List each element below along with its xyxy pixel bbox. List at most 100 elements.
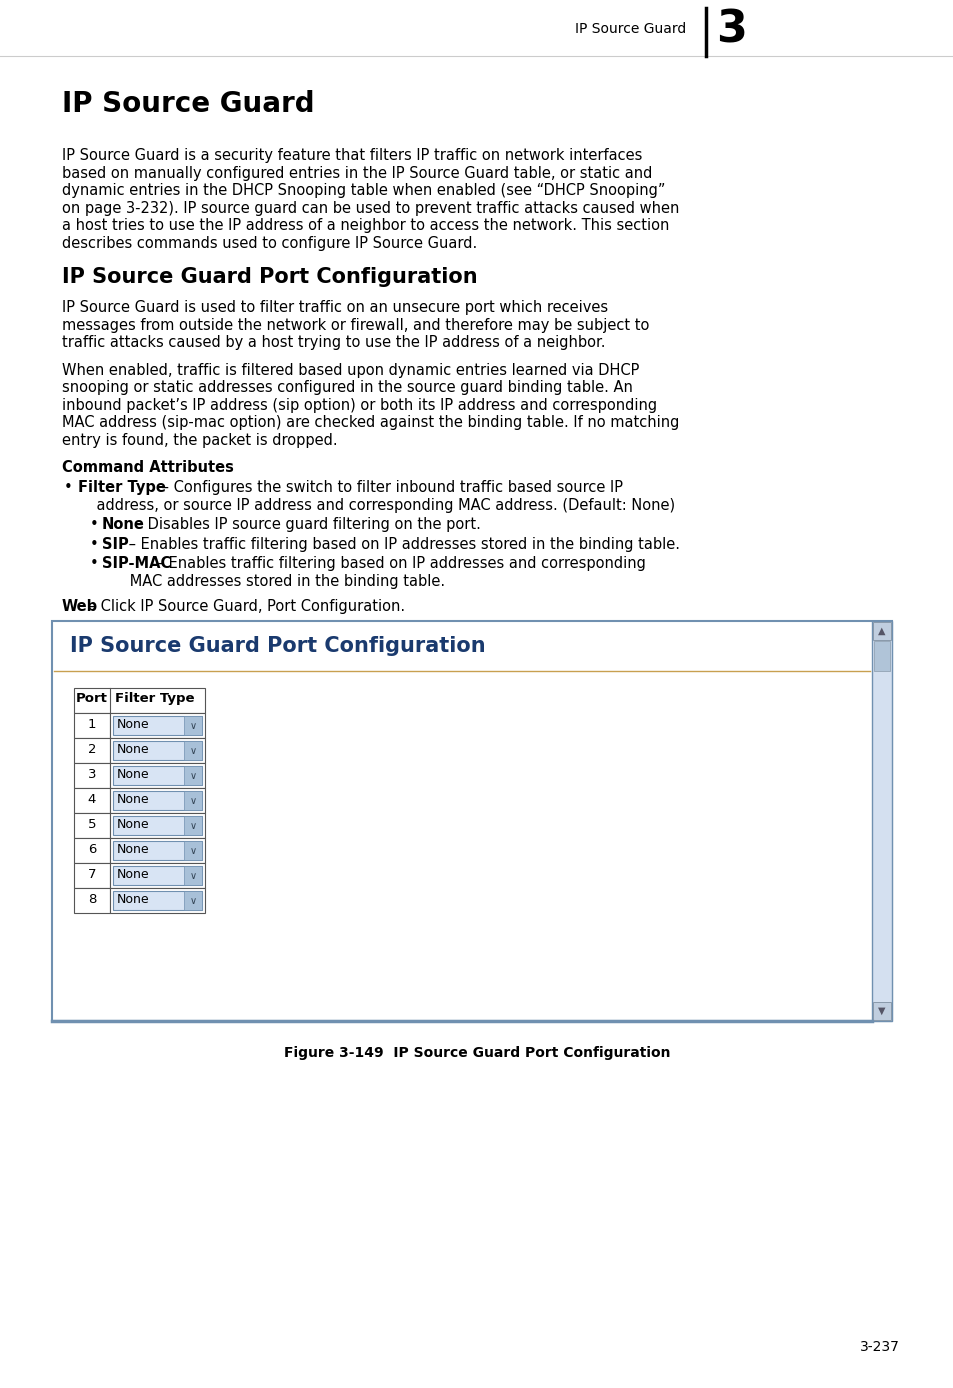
Text: None: None	[117, 768, 150, 781]
Text: ∨: ∨	[190, 720, 196, 730]
Bar	[112, 841, 202, 861]
Text: ∨: ∨	[190, 845, 196, 855]
Text: inbound packet’s IP address (sip option) or both its IP address and correspondin: inbound packet’s IP address (sip option)…	[62, 397, 657, 412]
Text: None: None	[117, 868, 150, 881]
Text: 2: 2	[88, 743, 96, 756]
Bar	[872, 1002, 890, 1020]
Text: When enabled, traffic is filtered based upon dynamic entries learned via DHCP: When enabled, traffic is filtered based …	[62, 362, 639, 378]
Text: •: •	[90, 537, 99, 551]
Text: describes commands used to configure IP Source Guard.: describes commands used to configure IP …	[62, 236, 476, 250]
Text: ∨: ∨	[190, 820, 196, 830]
Text: Filter Type: Filter Type	[115, 693, 194, 705]
Bar	[184, 716, 202, 736]
Text: Figure 3-149  IP Source Guard Port Configuration: Figure 3-149 IP Source Guard Port Config…	[283, 1047, 670, 1060]
Bar	[110, 813, 205, 838]
Text: None: None	[117, 793, 150, 806]
Text: dynamic entries in the DHCP Snooping table when enabled (see “DHCP Snooping”: dynamic entries in the DHCP Snooping tab…	[62, 183, 665, 198]
Text: ∨: ∨	[190, 745, 196, 755]
Text: MAC addresses stored in the binding table.: MAC addresses stored in the binding tabl…	[102, 573, 445, 589]
Text: ∨: ∨	[190, 770, 196, 780]
Text: None: None	[117, 743, 150, 756]
Text: a host tries to use the IP address of a neighbor to access the network. This sec: a host tries to use the IP address of a …	[62, 218, 669, 233]
Bar	[110, 863, 205, 888]
Text: Web: Web	[62, 600, 98, 613]
Text: IP Source Guard is a security feature that filters IP traffic on network interfa: IP Source Guard is a security feature th…	[62, 149, 641, 162]
Text: – Enables traffic filtering based on IP addresses and corresponding: – Enables traffic filtering based on IP …	[152, 557, 645, 570]
Bar	[184, 791, 202, 811]
Text: entry is found, the packet is dropped.: entry is found, the packet is dropped.	[62, 433, 337, 447]
Bar	[112, 891, 202, 911]
Text: traffic attacks caused by a host trying to use the IP address of a neighbor.: traffic attacks caused by a host trying …	[62, 335, 605, 350]
Text: None: None	[117, 818, 150, 831]
Text: 5: 5	[88, 818, 96, 831]
Text: – Configures the switch to filter inbound traffic based source IP: – Configures the switch to filter inboun…	[157, 480, 622, 496]
Text: •: •	[90, 516, 99, 532]
Text: 6: 6	[88, 843, 96, 856]
Text: 8: 8	[88, 892, 96, 906]
Text: ∨: ∨	[190, 895, 196, 905]
Bar	[112, 816, 202, 836]
Bar	[873, 641, 889, 670]
Bar	[74, 713, 110, 738]
Bar	[112, 741, 202, 761]
Bar	[112, 866, 202, 886]
Bar	[110, 713, 205, 738]
Text: 1: 1	[88, 718, 96, 731]
Bar	[872, 622, 890, 640]
Bar	[74, 738, 110, 763]
Bar	[74, 888, 110, 913]
Text: IP Source Guard Port Configuration: IP Source Guard Port Configuration	[62, 266, 477, 287]
Text: ∨: ∨	[190, 795, 196, 805]
Bar	[112, 716, 202, 736]
Bar	[184, 816, 202, 836]
Text: Port: Port	[76, 693, 108, 705]
Bar	[74, 838, 110, 863]
Bar	[74, 688, 205, 713]
Text: None: None	[102, 516, 145, 532]
Text: SIP: SIP	[102, 537, 129, 551]
Text: IP Source Guard Port Configuration: IP Source Guard Port Configuration	[70, 636, 485, 657]
Text: address, or source IP address and corresponding MAC address. (Default: None): address, or source IP address and corres…	[78, 497, 675, 512]
Bar	[74, 813, 110, 838]
Bar	[74, 863, 110, 888]
Text: Filter Type: Filter Type	[78, 480, 166, 496]
Text: IP Source Guard: IP Source Guard	[574, 22, 685, 36]
Text: 4: 4	[88, 793, 96, 806]
Text: 3: 3	[88, 768, 96, 781]
Text: ▲: ▲	[878, 626, 884, 636]
Text: – Click IP Source Guard, Port Configuration.: – Click IP Source Guard, Port Configurat…	[85, 600, 405, 613]
Bar	[112, 791, 202, 811]
Text: snooping or static addresses configured in the source guard binding table. An: snooping or static addresses configured …	[62, 380, 632, 396]
Text: None: None	[117, 718, 150, 731]
Bar	[110, 763, 205, 788]
Bar	[871, 620, 891, 1022]
Text: messages from outside the network or firewall, and therefore may be subject to: messages from outside the network or fir…	[62, 318, 649, 333]
Text: •: •	[64, 480, 72, 496]
Bar	[184, 866, 202, 886]
Text: SIP-MAC: SIP-MAC	[102, 557, 172, 570]
Bar	[184, 766, 202, 786]
Text: None: None	[117, 843, 150, 856]
Bar	[110, 738, 205, 763]
Bar	[74, 763, 110, 788]
Bar	[110, 888, 205, 913]
Text: ∨: ∨	[190, 870, 196, 880]
Text: based on manually configured entries in the IP Source Guard table, or static and: based on manually configured entries in …	[62, 165, 652, 180]
Text: None: None	[117, 892, 150, 906]
Bar	[110, 838, 205, 863]
Bar	[112, 766, 202, 786]
Text: IP Source Guard: IP Source Guard	[62, 90, 314, 118]
Bar	[184, 891, 202, 911]
Text: – Disables IP source guard filtering on the port.: – Disables IP source guard filtering on …	[131, 516, 480, 532]
Text: •: •	[90, 557, 99, 570]
Text: MAC address (sip-mac option) are checked against the binding table. If no matchi: MAC address (sip-mac option) are checked…	[62, 415, 679, 430]
Bar	[110, 788, 205, 813]
Text: – Enables traffic filtering based on IP addresses stored in the binding table.: – Enables traffic filtering based on IP …	[124, 537, 679, 551]
Text: 3-237: 3-237	[860, 1339, 899, 1355]
Bar	[184, 741, 202, 761]
Text: on page 3-232). IP source guard can be used to prevent traffic attacks caused wh: on page 3-232). IP source guard can be u…	[62, 200, 679, 215]
Bar	[184, 841, 202, 861]
Bar	[52, 620, 891, 1022]
Text: 7: 7	[88, 868, 96, 881]
Text: Command Attributes: Command Attributes	[62, 459, 233, 475]
